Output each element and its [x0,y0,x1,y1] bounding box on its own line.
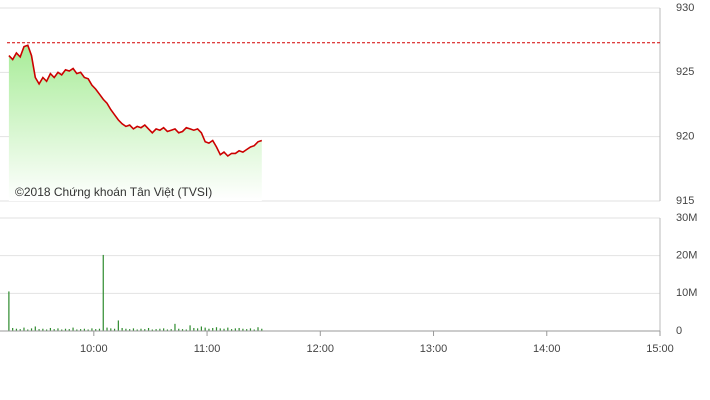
volume-bar [166,329,169,331]
x-tick-label: 10:00 [80,343,108,355]
volume-bar [106,327,108,331]
y-tick-label: 925 [676,66,694,78]
volume-bar [204,327,206,331]
y-tick-label: 30M [676,212,697,224]
volume-bar [121,327,123,331]
volume-bar [163,328,165,331]
volume-bar [197,328,199,331]
volume-bar [193,327,195,331]
x-tick-label: 11:00 [194,343,221,355]
price-line [8,44,263,158]
volume-bar [76,329,78,331]
volume-bar [95,329,97,331]
volume-bar [151,329,153,331]
volume-bar [238,327,240,331]
volume-bar [91,328,93,331]
volume-bar [117,320,119,331]
y-tick-label: 920 [676,131,694,143]
volume-bar [140,328,142,331]
volume-bar [49,327,52,331]
volume-bar [27,329,29,331]
volume-bar [230,329,233,331]
volume-bar [125,328,127,331]
volume-bar [200,326,202,331]
y-tick-label: 915 [676,195,694,207]
volume-bar [87,329,89,331]
volume-bar [113,328,116,331]
volume-bar [189,325,191,331]
volume-bar [257,327,259,331]
volume-bar [57,328,59,331]
volume-bar [8,291,10,331]
volume-bar [72,327,74,331]
volume-bar [38,329,40,331]
volume-bar [155,329,157,331]
volume-bar [64,328,67,331]
volume-bar [23,327,25,331]
volume-bar [19,329,21,331]
volume-bar [234,328,236,331]
volume-bar [98,328,101,331]
volume-bar [30,328,33,331]
volume-bar [15,328,18,331]
volume-bar [110,328,112,331]
volume-bar [246,329,248,331]
volume-bar [253,329,255,331]
volume-bar [208,328,210,331]
volume-bar [178,328,180,331]
volume-bar [147,327,150,331]
watermark: ©2018 Chứng khoán Tân Việt (TVSI) [15,185,212,199]
volume-bar [261,328,263,331]
volume-bar [212,327,214,331]
volume-bar [219,328,221,331]
x-tick-label: 12:00 [307,343,335,355]
volume-bar [61,329,63,331]
volume-bar [181,329,184,331]
volume-bar [159,328,161,331]
volume-bar [170,329,172,331]
area-fill [8,45,262,201]
y-tick-label: 0 [676,325,682,337]
volume-bar [83,328,85,331]
volume-bar [215,327,218,331]
x-tick-label: 15:00 [646,343,674,355]
volume-bar [174,323,176,331]
volume-bar [136,329,138,331]
volume-bar [12,327,14,331]
volume-bar [227,327,229,331]
y-tick-label: 20M [676,250,697,262]
volume-bar [68,329,70,331]
x-tick-label: 14:00 [533,343,561,355]
volume-bar [223,328,225,331]
y-tick-label: 10M [676,287,697,299]
volume-bar [42,328,44,331]
volume-bar [132,328,135,331]
volume-bar [144,329,146,331]
x-tick-label: 13:00 [420,343,448,355]
volume-bar [129,329,131,331]
volume-bar [80,329,82,331]
volume-bar [249,328,252,331]
y-tick-label: 930 [676,2,694,14]
volume-bar [34,326,36,331]
volume-bar [53,329,55,331]
volume-bar [242,328,244,331]
volume-bar [185,329,187,331]
volume-bar [102,254,104,331]
volume-bar [46,329,48,331]
